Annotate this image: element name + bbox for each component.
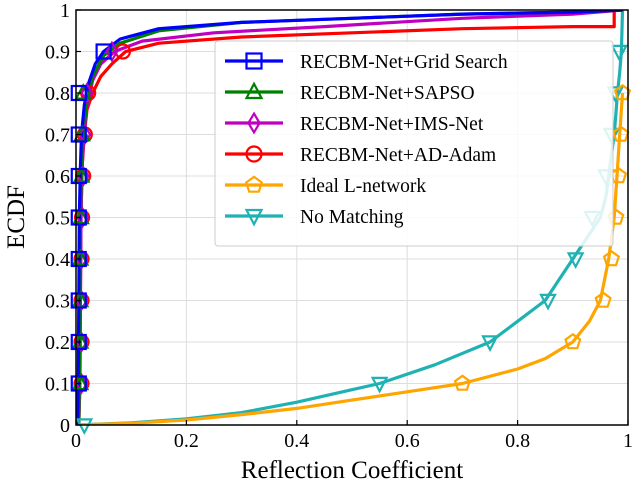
series-marker [370, 376, 389, 394]
series-marker [70, 333, 87, 351]
y-tick-label: 0 [60, 415, 70, 437]
x-tick-label: 0 [71, 430, 81, 452]
series-marker [80, 82, 94, 104]
legend-label: RECBM-Net+AD-Adam [300, 145, 496, 166]
x-tick-label: 1 [623, 430, 633, 452]
legend-label: RECBM-Net+Grid Search [300, 52, 508, 73]
y-tick-label: 0.8 [45, 83, 70, 105]
y-tick-labels: 0 0.1 0.2 0.3 0.4 0.5 0.6 0.7 0.8 0.9 1 [45, 0, 70, 437]
x-tick-labels: 0 0.2 0.4 0.6 0.8 1 [71, 430, 633, 452]
y-tick-label: 0.1 [45, 374, 70, 396]
legend-marker [245, 145, 263, 163]
series-marker [70, 375, 87, 392]
x-axis-label: Reflection Coefficient [241, 457, 463, 484]
legend-label: RECBM-Net+IMS-Net [300, 114, 484, 135]
series-marker [71, 290, 90, 308]
legend-entries: RECBM-Net+Grid Search RECBM-Net+SAPSO RECB… [225, 52, 508, 228]
series-marker [70, 167, 87, 185]
series-marker [75, 418, 94, 436]
legend-marker [244, 175, 264, 193]
x-tick-label: 0.8 [505, 430, 530, 452]
series-marker [71, 331, 90, 349]
series-marker [610, 44, 629, 62]
tick-marks [75, 9, 629, 426]
y-tick-label: 0.4 [45, 249, 70, 271]
series-marker [612, 125, 630, 142]
series-line [76, 10, 623, 425]
legend-label: No Matching [300, 207, 404, 228]
legend-label: Ideal L-network [300, 176, 426, 197]
legend-marker [245, 52, 263, 70]
series-marker [70, 250, 87, 268]
series-marker [453, 374, 471, 391]
series-marker [70, 292, 87, 309]
series-marker [539, 293, 557, 311]
series-marker [71, 248, 90, 266]
y-tick-label: 0.9 [45, 42, 70, 64]
legend-marker [244, 208, 264, 227]
series-marker [72, 207, 90, 225]
series-marker [70, 84, 87, 102]
series-marker [95, 43, 112, 60]
legend-marker [244, 81, 264, 100]
series-marker [70, 209, 87, 226]
legend-marker [247, 111, 261, 135]
series-marker [481, 335, 499, 353]
x-tick-label: 0.6 [395, 430, 420, 452]
series-marker [602, 249, 621, 267]
y-tick-label: 0.5 [45, 208, 70, 230]
y-tick-label: 0.6 [45, 166, 70, 188]
series-marker [105, 40, 119, 63]
y-tick-label: 0.7 [45, 125, 70, 147]
y-tick-label: 0.3 [45, 291, 70, 313]
legend: RECBM-Net+Grid Search RECBM-Net+SAPSO RECB… [214, 40, 614, 247]
series-marker [594, 291, 612, 308]
legend-box [214, 40, 614, 247]
x-tick-label: 0.2 [174, 430, 199, 452]
x-tick-label: 0.4 [284, 430, 309, 452]
series-marker [70, 126, 87, 143]
y-tick-label: 0.2 [45, 332, 70, 354]
series-marker [78, 123, 92, 146]
series-marker [564, 332, 582, 350]
series-marker [71, 373, 90, 391]
y-axis-label: ECDF [3, 185, 30, 249]
y-tick-label: 1 [60, 0, 70, 22]
series-marker [566, 252, 585, 270]
series-line [76, 10, 625, 425]
legend-label: RECBM-Net+SAPSO [300, 83, 475, 104]
